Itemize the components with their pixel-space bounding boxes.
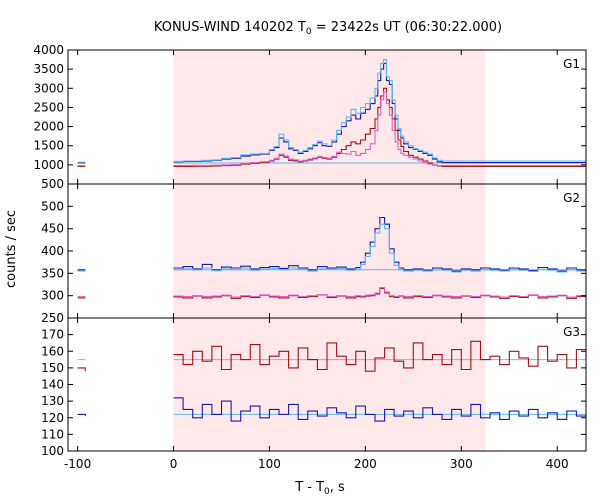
x-tick-label-0: 0 [170, 457, 178, 471]
y-tick-label-g1-1000: 1000 [33, 158, 64, 172]
series-red-g3-0 [77, 367, 86, 372]
series-pink-g1-1 [173, 91, 586, 167]
y-tick-label-g2-500: 500 [41, 199, 64, 213]
x-axis-label: T - T0, s [294, 480, 345, 497]
y-tick-label-g1-3500: 3500 [33, 62, 64, 76]
highlight-band-g1 [173, 50, 486, 184]
panel-label-g1: G1 [563, 57, 580, 71]
y-axis-label: counts / sec [4, 210, 19, 288]
panel-label-g2: G2 [563, 191, 580, 205]
x-tick-label-200: 200 [354, 457, 377, 471]
highlight-band-g3 [173, 318, 486, 451]
panel-label-g3: G3 [563, 325, 580, 339]
series-cyan-g2-1 [173, 223, 587, 273]
y-tick-label-g2-400: 400 [41, 244, 64, 258]
y-tick-label-g1-500: 500 [41, 177, 64, 191]
series-cyan-g1-1 [173, 59, 586, 162]
series-blue-g3-1 [173, 397, 587, 422]
y-tick-label-g3-110: 110 [41, 427, 64, 441]
series-red-g3-1 [173, 340, 587, 372]
x-tick-label-300: 300 [450, 457, 473, 471]
y-tick-label-g2-250: 250 [41, 311, 64, 325]
y-tick-label-g1-2000: 2000 [33, 120, 64, 134]
series-blue-g3-0 [77, 413, 86, 417]
y-tick-label-g3-160: 160 [41, 344, 64, 358]
y-tick-label-g2-450: 450 [41, 222, 64, 236]
chart-title: KONUS-WIND 140202 T0 = 23422s UT (06:30:… [154, 20, 502, 37]
y-tick-label-g3-170: 170 [41, 328, 64, 342]
y-tick-label-g2-350: 350 [41, 266, 64, 280]
y-tick-label-g1-4000: 4000 [33, 43, 64, 57]
y-tick-label-g3-120: 120 [41, 411, 64, 425]
y-tick-label-g3-150: 150 [41, 361, 64, 375]
series-pink-g2-1 [173, 287, 587, 298]
y-tick-label-g3-140: 140 [41, 378, 64, 392]
y-tick-label-g1-2500: 2500 [33, 100, 64, 114]
x-tick-label-400: 400 [546, 457, 569, 471]
panels-group: 5001000150020002500300035004000G12503003… [33, 43, 587, 471]
y-tick-label-g3-130: 130 [41, 394, 64, 408]
x-tick-label--100: -100 [64, 457, 91, 471]
x-tick-label-100: 100 [258, 457, 281, 471]
y-tick-label-g2-300: 300 [41, 289, 64, 303]
y-tick-label-g3-100: 100 [41, 444, 64, 458]
y-tick-label-g1-3000: 3000 [33, 81, 64, 95]
y-tick-label-g1-1500: 1500 [33, 139, 64, 153]
